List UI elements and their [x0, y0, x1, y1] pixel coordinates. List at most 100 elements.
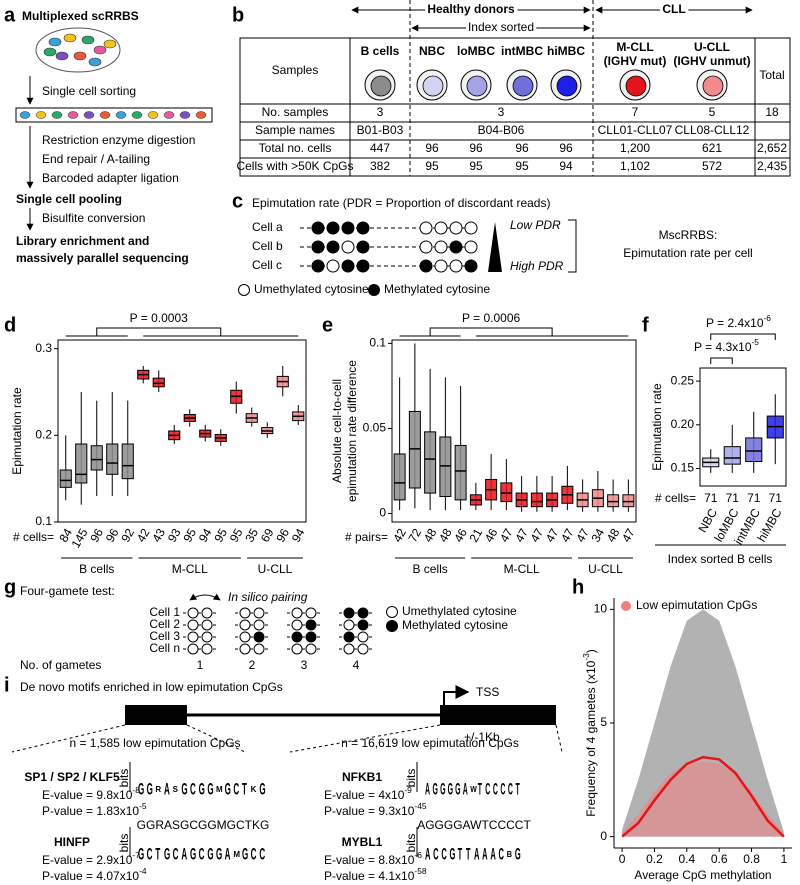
y-tick-label: 0.1: [369, 336, 386, 350]
panel-label: f: [642, 314, 649, 336]
sample-icon: [466, 75, 488, 97]
table-cell: 7: [632, 105, 639, 119]
unmethylated-cytosine: [201, 643, 213, 655]
logo-letter: S: [173, 785, 179, 794]
plot-frame: [391, 339, 637, 523]
gametes-count: 3: [301, 658, 308, 672]
y-tick-label: 0: [600, 829, 607, 843]
cell-label: Cell 1: [149, 605, 180, 619]
gametes-count: 1: [197, 658, 204, 672]
e-value-sup: -6: [414, 850, 422, 860]
legend-label: Low epimutation CpGs: [636, 598, 757, 612]
box: [500, 482, 513, 503]
plot-frame: [57, 339, 307, 523]
y-axis-label: Epimutation rate: [10, 387, 24, 475]
y-axis-label-text: Frequency of 4 gametes (x10: [584, 660, 598, 816]
sample-icon: [370, 75, 392, 97]
box: [622, 494, 635, 508]
unmethylated-cytosine: [253, 607, 265, 619]
y-axis-label: Epimutation rate: [650, 383, 664, 471]
consensus: AGGGGAWTCCCCT: [417, 818, 531, 832]
sample-icon: [625, 75, 647, 97]
unmethylated-cytosine: [419, 240, 433, 254]
box: [152, 377, 165, 388]
logo-letter: C: [485, 780, 490, 798]
sample-icon: [512, 75, 534, 97]
unmethylated-cytosine: [187, 643, 199, 655]
p-value-sup: -45: [414, 801, 426, 811]
table-cell: 95: [469, 159, 483, 173]
well: [83, 111, 95, 119]
logo-letter: C: [499, 845, 504, 863]
methylated-cytosine: [356, 240, 370, 254]
col-header: M-CLL: [616, 40, 653, 54]
annotation-sup: -6: [764, 313, 772, 323]
table-frame: [239, 37, 791, 177]
group-header: Index sorted: [468, 20, 534, 34]
methylated-cytosine: [311, 221, 325, 235]
unmethylated-cytosine: [305, 607, 317, 619]
methylated-cytosine: [419, 259, 433, 273]
box: [121, 443, 134, 480]
count: 47: [512, 526, 531, 545]
annotation-bracket: [710, 357, 733, 364]
group-label: M-CLL: [172, 562, 208, 576]
plate: [15, 107, 213, 123]
count: 71: [769, 491, 783, 505]
point-cloud: [622, 609, 784, 837]
logo-letter: A: [164, 779, 170, 798]
plot-frame: [699, 367, 787, 487]
unmethylated-cytosine: [434, 259, 448, 273]
y-tick-label: 0.3: [35, 341, 52, 355]
y-axis-label: Frequency of 4 gametes (x10-3): [581, 649, 598, 817]
logo-letter: C: [433, 845, 438, 863]
methylated-cytosine: [311, 240, 325, 254]
p-value: P-value = 4.1x10-58: [324, 866, 427, 883]
panel-label: g: [4, 576, 16, 598]
annotation-sup: -5: [752, 337, 760, 347]
annotation-text: P = 2.4x10: [706, 316, 764, 330]
legend-label: Umethylated cytosine: [402, 604, 517, 618]
logo-letter: G: [199, 779, 205, 798]
well: [99, 111, 111, 119]
logo-letter: C: [493, 780, 498, 798]
box: [408, 410, 421, 489]
logo-letter: W: [470, 785, 477, 795]
legend-marker: [621, 601, 631, 611]
panel-label: d: [4, 314, 16, 336]
motif-name: HINFP: [54, 835, 90, 849]
unmethylated-cytosine: [326, 259, 340, 273]
logo-letter: G: [259, 779, 265, 798]
table-cell: 3: [377, 105, 384, 119]
table-cell: 2,652: [757, 141, 787, 155]
x-tick-label: 0.6: [711, 852, 728, 866]
count: 42: [390, 526, 409, 545]
note: MscRRBS:: [659, 228, 718, 242]
table-cell: 1,200: [620, 141, 650, 155]
logo-letter: C: [199, 844, 205, 863]
methylated-cytosine: [356, 259, 370, 273]
logo-letter: T: [242, 779, 247, 798]
row-header: Samples: [272, 63, 319, 77]
methylated-cytosine: [326, 221, 340, 235]
box: [723, 446, 741, 465]
count: 94: [196, 526, 215, 545]
bits-label: bits: [117, 834, 131, 853]
zoom-line: [11, 724, 126, 753]
y-tick-label: 0.1: [35, 514, 52, 528]
box: [59, 469, 72, 488]
count: 43: [149, 526, 168, 545]
well: [147, 111, 159, 119]
count: 47: [543, 526, 562, 545]
legend-label: Umethylated cytosine: [254, 282, 369, 296]
group-label: U-CLL: [588, 562, 623, 576]
table-cell: 94: [559, 159, 573, 173]
logo-letter: C: [259, 844, 265, 863]
logo-letter: T: [478, 780, 482, 798]
unmethylated-cytosine: [201, 631, 213, 643]
logo-letter: A: [482, 845, 487, 863]
gene-body: [440, 705, 556, 725]
count: 95: [211, 526, 230, 545]
col-header: Total: [759, 68, 784, 82]
